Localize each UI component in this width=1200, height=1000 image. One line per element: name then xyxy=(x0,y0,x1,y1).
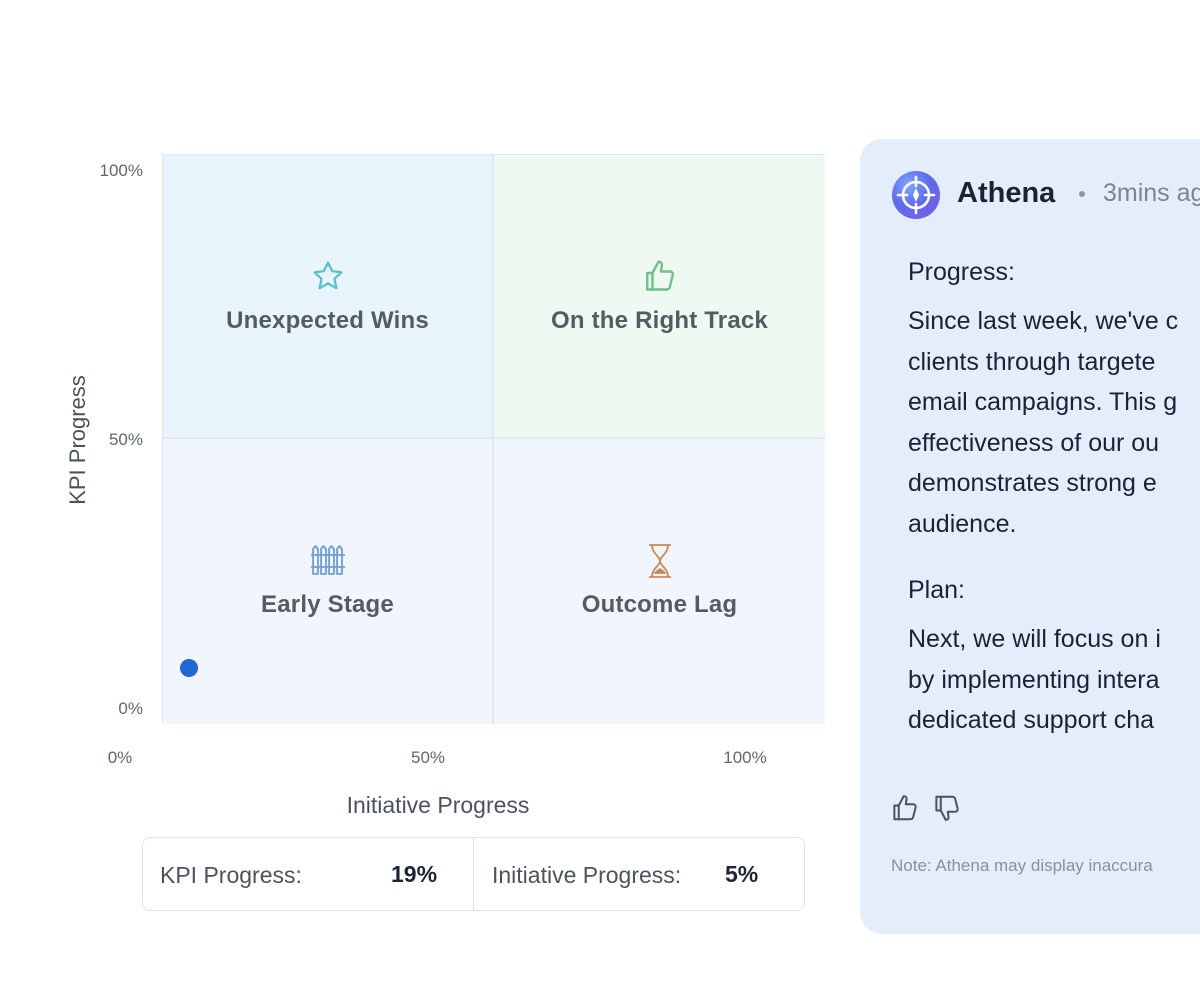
quadrant-label: On the Right Track xyxy=(551,307,768,334)
quadrant-label: Outcome Lag xyxy=(581,591,738,618)
x-tick-100: 100% xyxy=(723,748,767,767)
quadrant-outcome-lag[interactable]: Outcome Lag xyxy=(494,439,825,724)
progress-text: Since last week, we've c clients through… xyxy=(908,307,1179,538)
quadrant-label: Early Stage xyxy=(261,591,394,618)
quadrant-on-the-right-track[interactable]: On the Right Track xyxy=(494,155,825,439)
fence-icon xyxy=(310,543,346,582)
thumbs-up-icon xyxy=(642,258,678,299)
plan-text: Next, we will focus on i by implementing… xyxy=(908,625,1161,734)
disclaimer-note: Note: Athena may display inaccura xyxy=(891,856,1153,875)
assistant-name: Athena xyxy=(957,177,1056,209)
thumbs-down-icon[interactable] xyxy=(932,793,962,828)
initiative-progress-cell: Initiative Progress: 5% xyxy=(473,838,804,910)
x-tick-0: 0% xyxy=(107,748,133,767)
y-axis-label: KPI Progress xyxy=(65,375,90,505)
kpi-progress-cell: KPI Progress: 19% xyxy=(143,838,473,910)
kpi-progress-value: 19% xyxy=(391,861,438,887)
initiative-progress-value: 5% xyxy=(725,861,759,887)
kpi-progress-label: KPI Progress: xyxy=(160,862,302,888)
initiative-progress-label: Initiative Progress: xyxy=(492,862,682,888)
data-point[interactable] xyxy=(179,658,198,677)
y-tick-50: 50% xyxy=(108,430,143,449)
plan-heading: Plan: xyxy=(908,576,965,604)
star-icon xyxy=(310,259,346,298)
separator-dot xyxy=(1079,191,1085,197)
quadrant-chart: Unexpected Wins On the Right Track xyxy=(162,154,825,724)
quadrant-early-stage[interactable]: Early Stage xyxy=(163,439,494,724)
message-timestamp: 3mins ag xyxy=(1103,179,1200,207)
hourglass-icon xyxy=(647,543,673,584)
thumbs-up-icon[interactable] xyxy=(890,793,920,828)
y-tick-0: 0% xyxy=(118,699,143,718)
progress-heading: Progress: xyxy=(908,258,1015,286)
x-axis-label: Initiative Progress xyxy=(346,792,530,818)
y-tick-100: 100% xyxy=(99,161,143,180)
x-tick-50: 50% xyxy=(410,748,446,767)
compass-icon xyxy=(896,175,936,215)
assistant-panel: Athena 3mins ag Progress: Since last wee… xyxy=(860,139,1200,934)
progress-summary: KPI Progress: 19% Initiative Progress: 5… xyxy=(142,837,805,911)
quadrant-label: Unexpected Wins xyxy=(226,307,429,334)
athena-avatar xyxy=(892,171,940,219)
quadrant-unexpected-wins[interactable]: Unexpected Wins xyxy=(163,155,494,439)
